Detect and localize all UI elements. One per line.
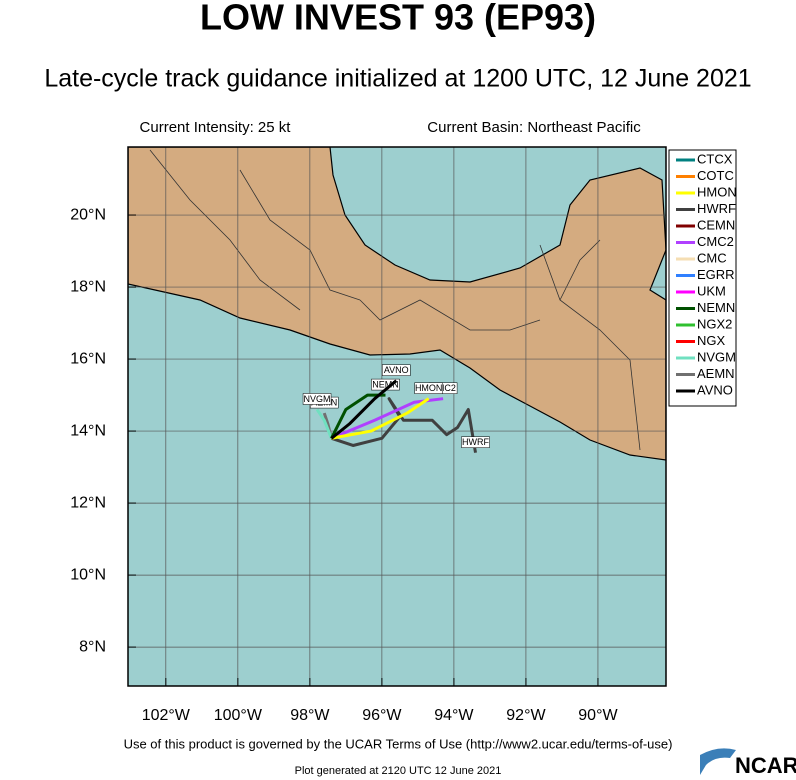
lon-label: 100°W — [214, 707, 263, 724]
tracks: HWRFAEMNNVGMNEMNCMC2HMONAVNO — [302, 364, 490, 453]
subtitle: Late-cycle track guidance initialized at… — [44, 65, 751, 93]
legend-label: NGX2 — [697, 316, 732, 331]
lat-label: 20°N — [70, 206, 106, 223]
lat-label: 14°N — [70, 422, 106, 439]
legend-label: NGX — [697, 333, 726, 348]
track — [330, 397, 477, 453]
lat-label: 8°N — [79, 638, 106, 655]
legend-label: AEMN — [697, 366, 735, 381]
legend-label: EGRR — [697, 267, 735, 282]
legend-label: NEMN — [697, 300, 735, 315]
legend-label: NVGM — [697, 349, 736, 364]
frame — [127, 146, 667, 687]
terms: Use of this product is governed by the U… — [124, 736, 673, 751]
track-label: NEMN — [372, 379, 399, 389]
land — [128, 147, 666, 461]
track-label-box — [302, 393, 332, 405]
basin: Current Basin: Northeast Pacific — [427, 119, 641, 136]
track-label: HWRF — [462, 437, 489, 447]
lon-label: 92°W — [506, 707, 546, 724]
track-label: NVGM — [304, 394, 331, 404]
legend: CTCXCOTCHMONHWRFCEMNCMC2CMCEGRRUKMNEMNNG… — [676, 151, 737, 397]
generated: Plot generated at 2120 UTC 12 June 2021 — [295, 765, 502, 777]
legend-label: HWRF — [697, 201, 736, 216]
track-label: CMC2 — [430, 383, 456, 393]
legend-label: COTC — [697, 168, 734, 183]
lat-label: 12°N — [70, 494, 106, 511]
lat-label: 18°N — [70, 278, 106, 295]
legend-label: AVNO — [697, 382, 733, 397]
legend-label: CTCX — [697, 151, 733, 166]
lon-label: 94°W — [434, 707, 474, 724]
lon-label: 102°W — [142, 707, 191, 724]
track — [330, 379, 398, 440]
title: LOW INVEST 93 (EP93) — [200, 0, 596, 38]
legend-label: CMC2 — [697, 234, 734, 249]
legend-label: CEMN — [697, 217, 735, 232]
map-area: HWRFAEMNNVGMNEMNCMC2HMONAVNO — [128, 147, 666, 686]
lon-label: 96°W — [362, 707, 402, 724]
track-label-box — [461, 436, 490, 448]
lat-label: 16°N — [70, 350, 106, 367]
track-label: HMON — [415, 383, 443, 393]
axes: 102°W 100°W 98°W 96°W 94°W 92°W 90°W 8°N 10°N 12°… — [70, 206, 618, 724]
legend-label: UKM — [697, 283, 726, 298]
lat-label: 10°N — [70, 566, 106, 583]
grid — [128, 147, 666, 686]
track — [330, 393, 386, 439]
track-label: AVNO — [384, 365, 409, 375]
intensity: Current Intensity: 25 kt — [140, 119, 292, 136]
track-label-box — [382, 364, 411, 376]
legend-label: CMC — [697, 250, 727, 265]
track — [315, 408, 333, 439]
legend-label: HMON — [697, 184, 737, 199]
lon-label: 90°W — [578, 707, 618, 724]
ncar-logo: NCAR — [700, 748, 796, 778]
track — [331, 397, 430, 440]
ncar: NCAR — [735, 753, 796, 778]
lon-label: 98°W — [290, 707, 330, 724]
track-label-box — [414, 382, 443, 394]
